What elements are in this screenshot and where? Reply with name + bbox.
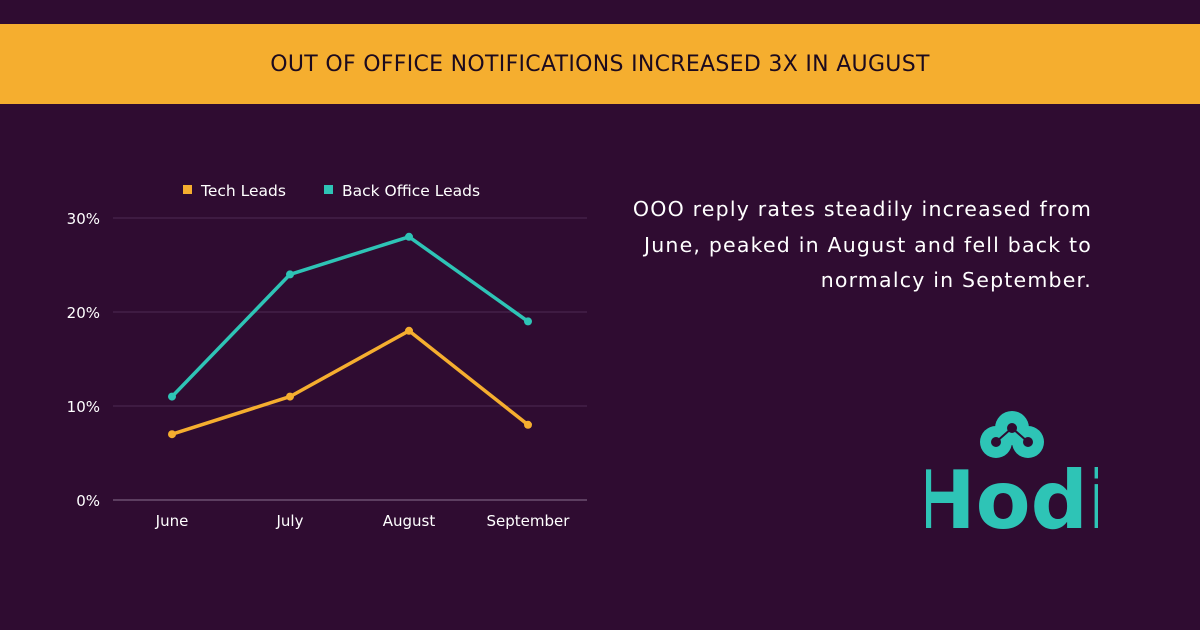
y-tick-label: 20% <box>67 304 100 322</box>
summary-text: OOO reply rates steadily increased from … <box>632 197 1092 292</box>
data-point <box>524 420 532 429</box>
data-point <box>524 317 532 326</box>
data-point <box>405 326 413 335</box>
y-tick-label: 10% <box>67 398 100 416</box>
data-point <box>286 392 294 401</box>
legend-swatch <box>183 185 192 194</box>
x-tick-label: September <box>487 512 571 530</box>
data-point <box>405 232 413 241</box>
x-tick-label: August <box>383 512 436 530</box>
y-tick-label: 0% <box>76 492 100 510</box>
x-tick-label: June <box>155 512 189 530</box>
title-banner: OUT OF OFFICE NOTIFICATIONS INCREASED 3X… <box>0 24 1200 104</box>
data-point <box>286 270 294 279</box>
legend-label: Back Office Leads <box>342 182 480 200</box>
legend-label: Tech Leads <box>200 182 286 200</box>
x-tick-label: July <box>276 512 304 530</box>
y-tick-label: 30% <box>67 210 100 228</box>
legend-swatch <box>324 185 333 194</box>
series-line-1 <box>170 235 530 398</box>
data-point <box>168 392 176 401</box>
logo-text: Hodi <box>926 454 1098 534</box>
banner-title: OUT OF OFFICE NOTIFICATIONS INCREASED 3X… <box>270 51 930 77</box>
series-line-0 <box>171 329 530 436</box>
line-chart: 0% 10% 20% 30% June July August September Tech L… <box>67 182 587 530</box>
data-point <box>168 430 176 439</box>
hodi-logo: Hodi <box>926 411 1098 534</box>
